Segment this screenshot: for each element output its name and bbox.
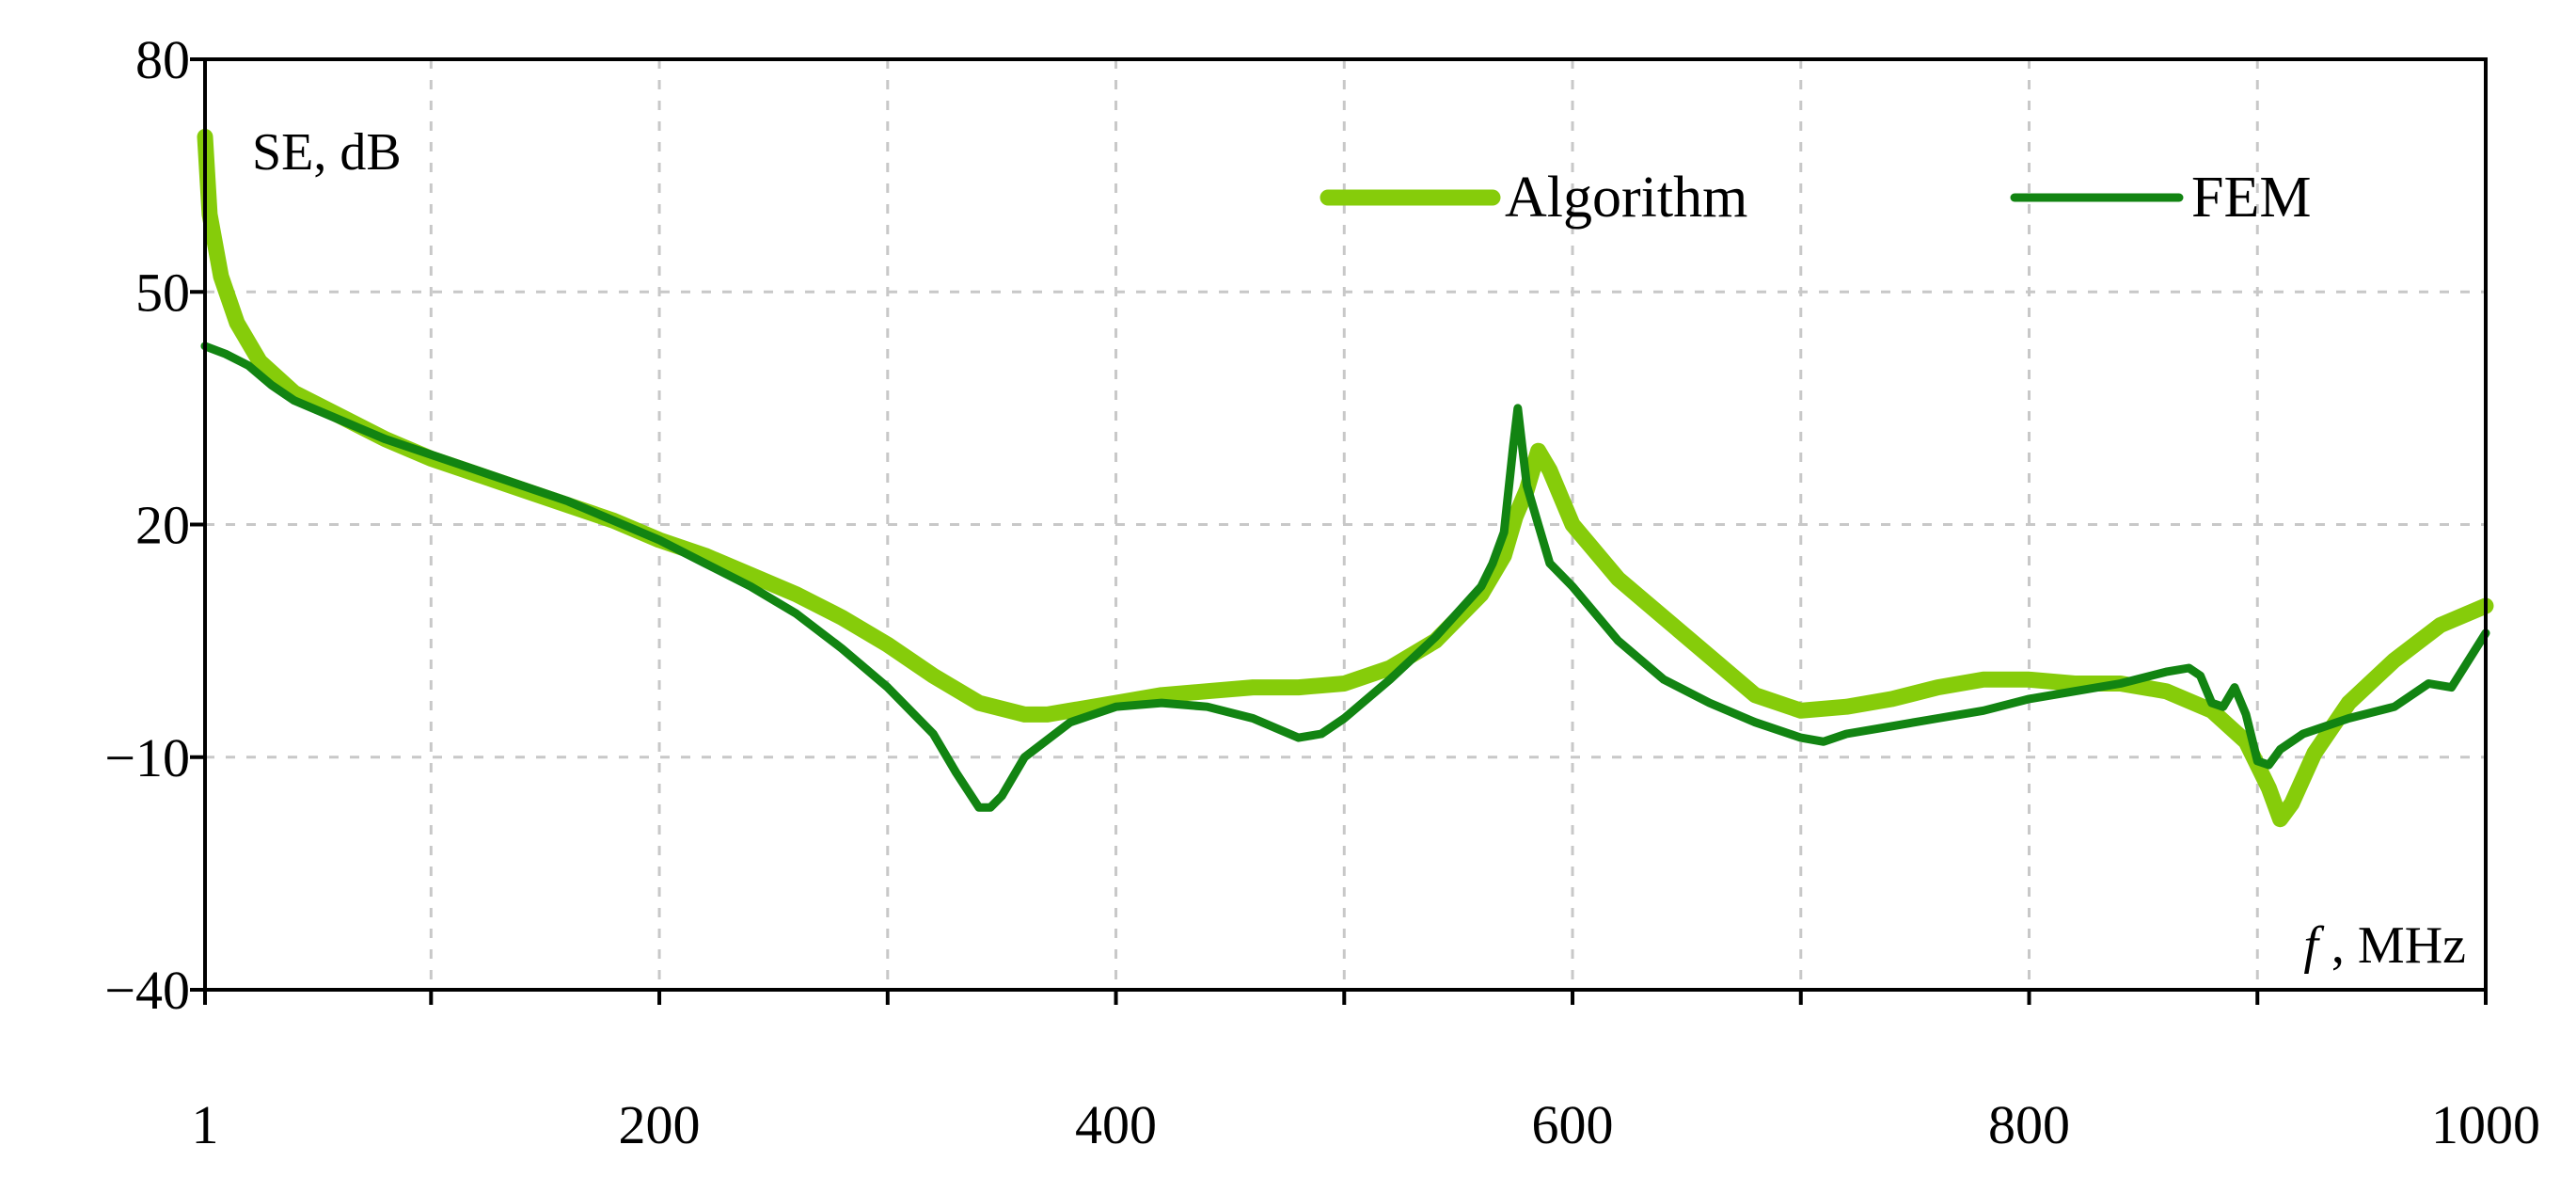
x-tick-label: 200 <box>619 1094 701 1155</box>
y-tick-label: 50 <box>135 262 190 323</box>
x-tick-label: 800 <box>1988 1094 2070 1155</box>
y-tick-labels: 80 50 20 −10 −40 <box>104 29 190 1021</box>
series-line-fem <box>200 342 2490 812</box>
y-tick-label: 80 <box>135 29 190 90</box>
legend-label-fem: FEM <box>2191 166 2311 230</box>
axis-ticks <box>190 57 2488 1005</box>
x-tick-label: 1 <box>192 1094 219 1155</box>
series-layer <box>197 128 2494 828</box>
legend: Algorithm FEM <box>1320 166 2311 230</box>
x-axis-label: f , MHz <box>2303 916 2466 975</box>
x-tick-labels: 1 200 400 600 800 1000 <box>192 1094 2541 1155</box>
y-tick-label: −40 <box>104 960 190 1021</box>
x-tick-label: 600 <box>1532 1094 1614 1155</box>
legend-label-algorithm: Algorithm <box>1505 166 1747 230</box>
y-axis-label: SE, dB <box>252 123 402 182</box>
y-tick-label: −10 <box>104 727 190 788</box>
x-tick-label: 1000 <box>2431 1094 2540 1155</box>
grid-lines <box>205 59 2486 990</box>
x-tick-label: 400 <box>1075 1094 1157 1155</box>
y-tick-label: 20 <box>135 495 190 556</box>
